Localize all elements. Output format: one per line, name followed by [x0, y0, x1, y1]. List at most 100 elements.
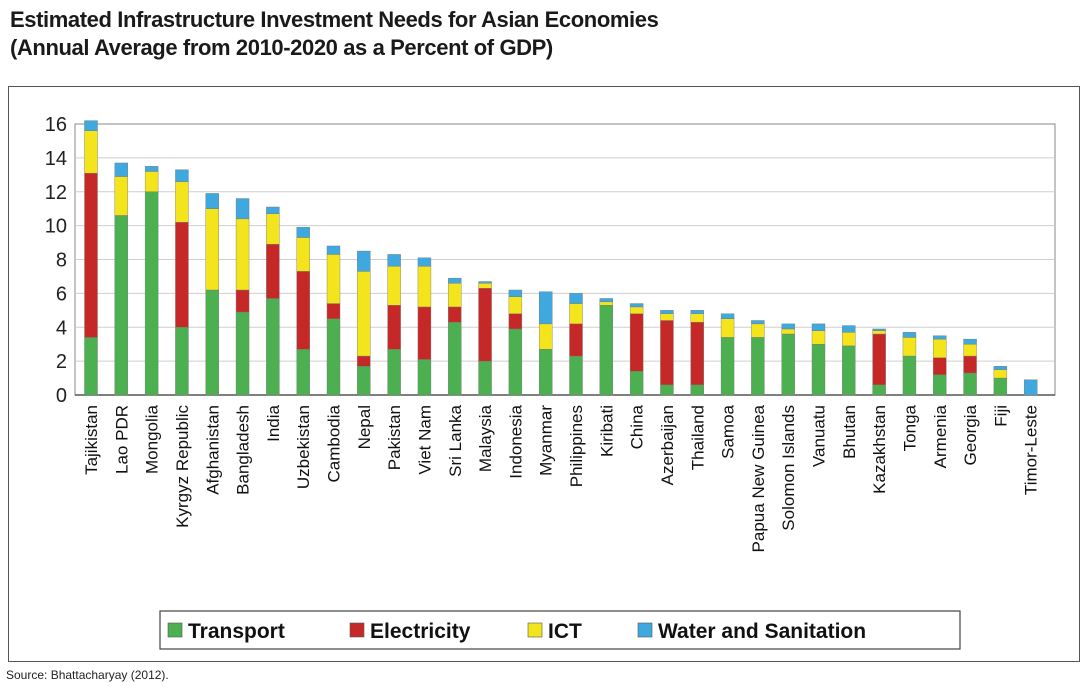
bar-electricity [569, 323, 583, 357]
bar-water-and-sanitation [963, 338, 977, 345]
bar-ict [781, 328, 795, 335]
bar-ict [296, 237, 310, 272]
bar-transport [720, 337, 735, 396]
bar-water-and-sanitation [326, 245, 341, 255]
x-tick-label: Malaysia [476, 404, 495, 472]
x-tick-label: India [264, 404, 283, 441]
bar-water-and-sanitation [720, 313, 735, 319]
bar-water-and-sanitation [811, 323, 826, 331]
y-tick-label: 16 [45, 114, 67, 136]
x-tick-label: Solomon Islands [779, 405, 798, 531]
bar-electricity [508, 313, 523, 330]
bar-transport [660, 384, 674, 396]
bar-water-and-sanitation [781, 323, 795, 330]
bar-water-and-sanitation [478, 281, 492, 284]
bar-transport [357, 366, 371, 396]
bar-electricity [963, 355, 977, 374]
bar-electricity [84, 172, 98, 338]
bar-transport [569, 355, 583, 396]
bar-ict [660, 313, 674, 321]
x-tick-label: Tajikistan [82, 405, 101, 475]
bar-electricity [266, 244, 280, 299]
x-tick-label: China [628, 404, 647, 449]
bar-ict [599, 301, 614, 306]
bar-electricity [235, 289, 250, 313]
bar-transport [326, 318, 341, 396]
bar-ict [629, 306, 644, 314]
bar-electricity [872, 333, 886, 386]
x-tick-label: Philippines [567, 405, 586, 487]
x-tick-label: Kiribati [597, 405, 616, 457]
bar-electricity [478, 288, 492, 362]
bar-ict [175, 181, 189, 223]
legend-swatch [527, 622, 543, 638]
x-tick-label: Kazakhstan [870, 405, 889, 494]
x-tick-label: Sri Lanka [446, 404, 465, 476]
bar-water-and-sanitation [144, 166, 159, 172]
bar-ict [842, 332, 856, 347]
bar-transport [842, 345, 856, 396]
x-tick-label: Azerbaijan [658, 405, 677, 485]
bar-transport [84, 337, 98, 396]
bar-ict [902, 337, 917, 357]
bar-water-and-sanitation [690, 310, 704, 314]
bar-water-and-sanitation [296, 227, 310, 238]
x-tick-label: Pakistan [385, 405, 404, 470]
title-line-1: Estimated Infrastructure Investment Need… [10, 7, 659, 32]
bar-water-and-sanitation [538, 291, 553, 325]
bar-transport [872, 384, 886, 396]
bar-water-and-sanitation [84, 120, 98, 131]
bar-water-and-sanitation [357, 250, 371, 272]
y-tick-label: 0 [56, 385, 67, 407]
bar-ict [751, 323, 765, 338]
bar-transport [508, 328, 523, 396]
bar-water-and-sanitation [569, 293, 583, 304]
bar-transport [599, 305, 614, 396]
bar-transport [478, 360, 492, 396]
x-tick-label: Afghanistan [203, 405, 222, 495]
bar-electricity [690, 321, 704, 386]
x-tick-label: Uzbekistan [294, 405, 313, 489]
bar-water-and-sanitation [842, 325, 856, 333]
bar-transport [811, 343, 826, 396]
x-tick-label: Vanuatu [810, 405, 829, 467]
bar-electricity [417, 306, 432, 360]
x-tick-label: Lao PDR [112, 405, 131, 474]
bar-ict [205, 208, 219, 291]
bar-transport [175, 327, 189, 396]
x-tick-label: Cambodia [325, 404, 344, 482]
bar-transport [629, 371, 644, 396]
title-line-2: (Annual Average from 2010-2020 as a Perc… [10, 35, 553, 60]
bar-water-and-sanitation [417, 257, 432, 267]
x-tick-label: Mongolia [143, 404, 162, 474]
bar-water-and-sanitation [235, 198, 250, 220]
legend-label: ICT [548, 620, 582, 643]
bar-transport [933, 374, 947, 396]
bar-water-and-sanitation [902, 332, 917, 338]
x-tick-label: Georgia [961, 404, 980, 465]
bar-ict [720, 318, 735, 338]
bar-ict [963, 343, 977, 357]
bar-water-and-sanitation [660, 310, 674, 314]
bar-transport [387, 349, 401, 396]
x-tick-label: Viet Nam [415, 405, 434, 475]
bar-water-and-sanitation [448, 277, 462, 284]
bar-ict [144, 171, 159, 192]
bar-transport [781, 333, 795, 396]
bar-ict [538, 323, 553, 350]
bar-water-and-sanitation [933, 335, 947, 340]
x-tick-label: Papua New Guinea [749, 404, 768, 552]
legend-swatch [167, 622, 183, 638]
bar-water-and-sanitation [993, 366, 1008, 370]
legend-swatch [637, 622, 653, 638]
bar-water-and-sanitation [266, 206, 280, 214]
x-tick-label: Nepal [355, 405, 374, 449]
y-tick-label: 10 [45, 216, 67, 238]
bar-electricity [660, 320, 674, 386]
x-tick-label: Thailand [688, 405, 707, 470]
bar-ict [569, 303, 583, 325]
x-tick-label: Armenia [931, 404, 950, 468]
bar-electricity [387, 305, 401, 350]
bar-transport [993, 377, 1008, 396]
